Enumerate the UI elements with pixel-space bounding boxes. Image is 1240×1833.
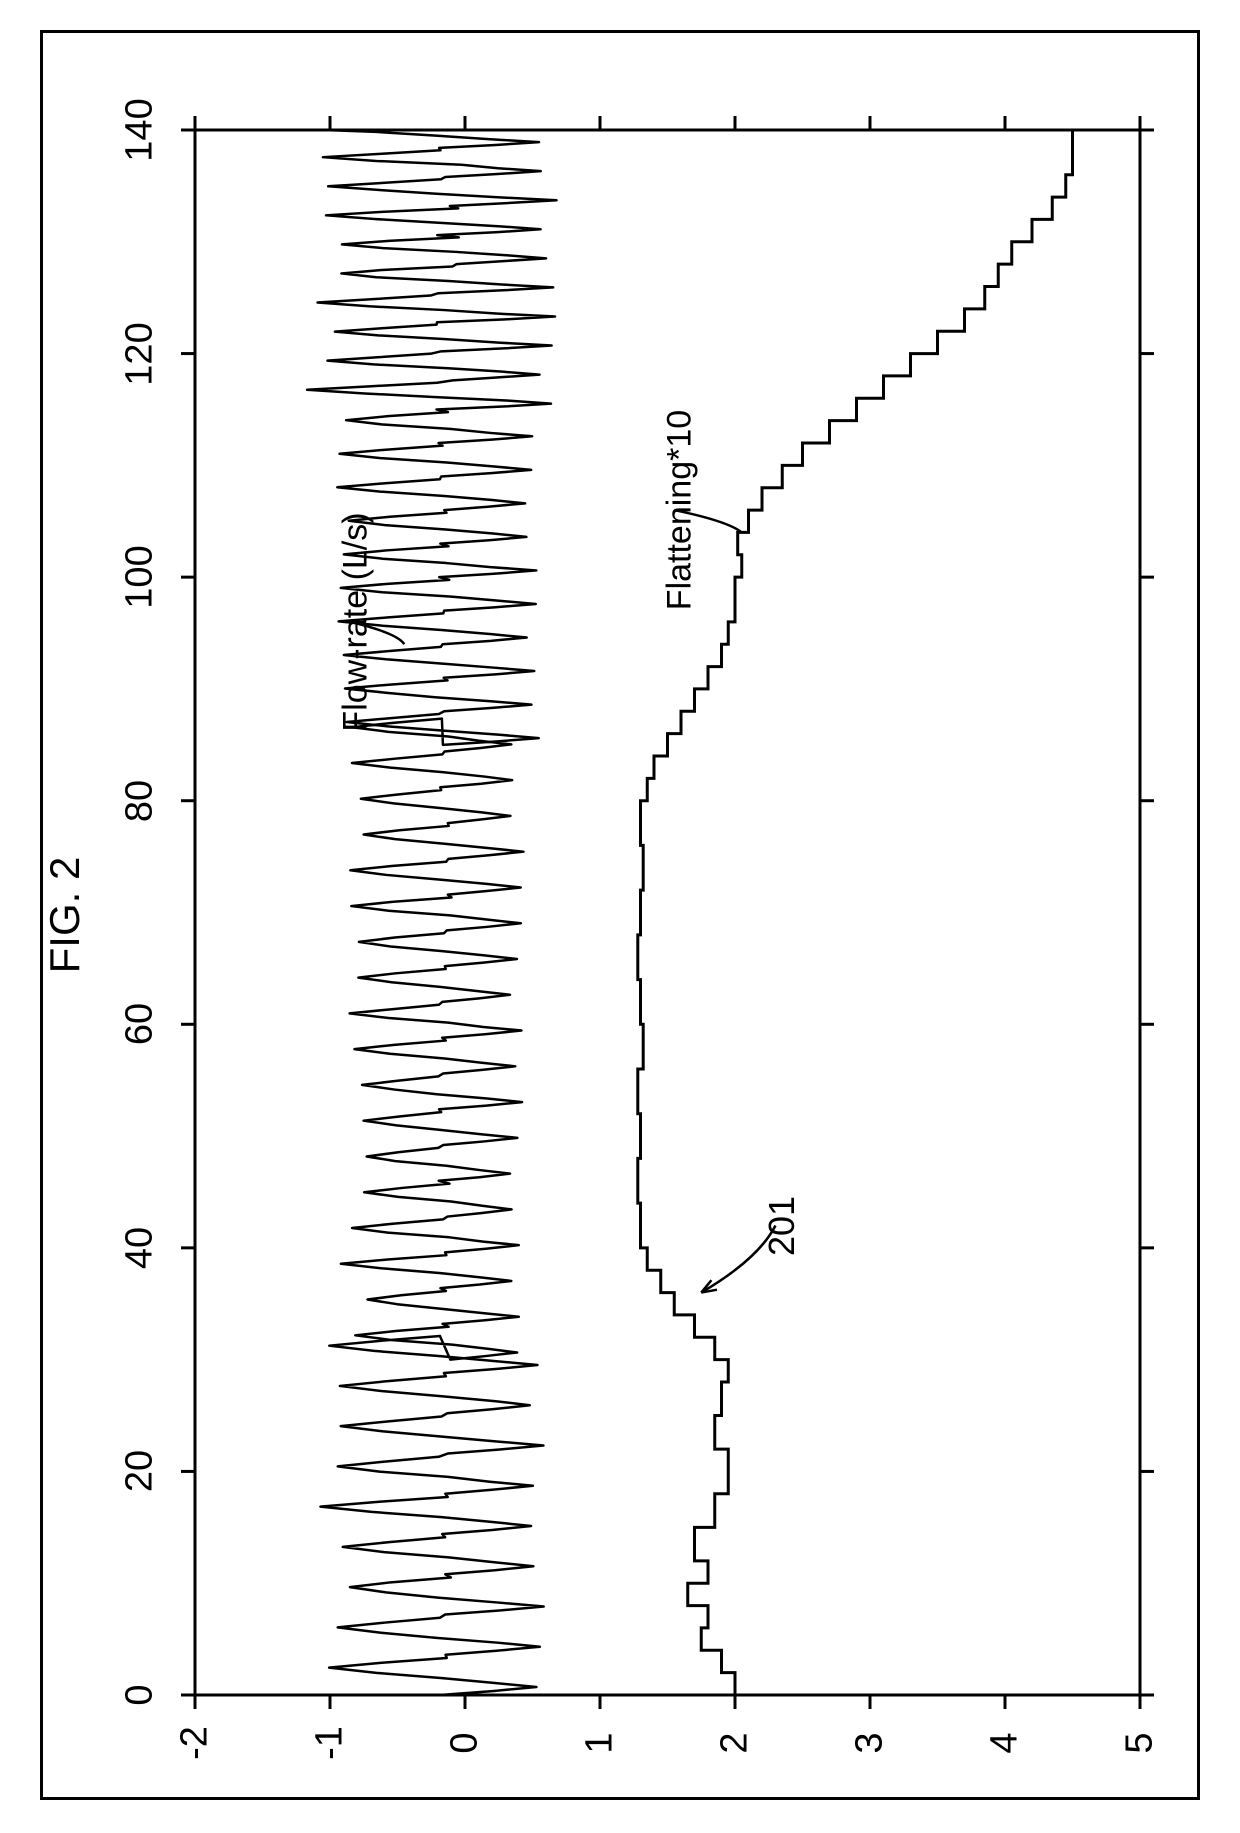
ytick-5: 5 (1119, 1732, 1162, 1753)
ytick--2: -2 (174, 1726, 217, 1760)
plot-container: -2 -1 0 1 2 3 4 5 0 20 40 60 80 100 120 140 201 Flattenin… (40, 30, 1200, 1800)
figure-caption: FIG. 2 (41, 857, 89, 974)
xtick-100: 100 (119, 545, 162, 608)
ytick-3: 3 (849, 1732, 892, 1753)
ytick--1: -1 (309, 1726, 352, 1760)
xtick-60: 60 (119, 1003, 162, 1045)
ytick-1: 1 (579, 1732, 622, 1753)
xtick-20: 20 (119, 1450, 162, 1492)
xtick-120: 120 (119, 322, 162, 385)
annotation-2: Flow-rate (L/s) (337, 512, 376, 731)
xtick-0: 0 (119, 1684, 162, 1705)
xtick-40: 40 (119, 1227, 162, 1269)
ytick-2: 2 (714, 1732, 757, 1753)
chart-svg (40, 30, 1200, 1800)
annotation-1: Flattening*10 (661, 410, 700, 610)
xtick-80: 80 (119, 780, 162, 822)
ytick-4: 4 (984, 1732, 1027, 1753)
xtick-140: 140 (119, 98, 162, 161)
figure-panel: -2 -1 0 1 2 3 4 5 0 20 40 60 80 100 120 140 201 Flattenin… (0, 0, 1240, 1833)
ytick-0: 0 (444, 1732, 487, 1753)
annotation-0: 201 (761, 1195, 803, 1255)
